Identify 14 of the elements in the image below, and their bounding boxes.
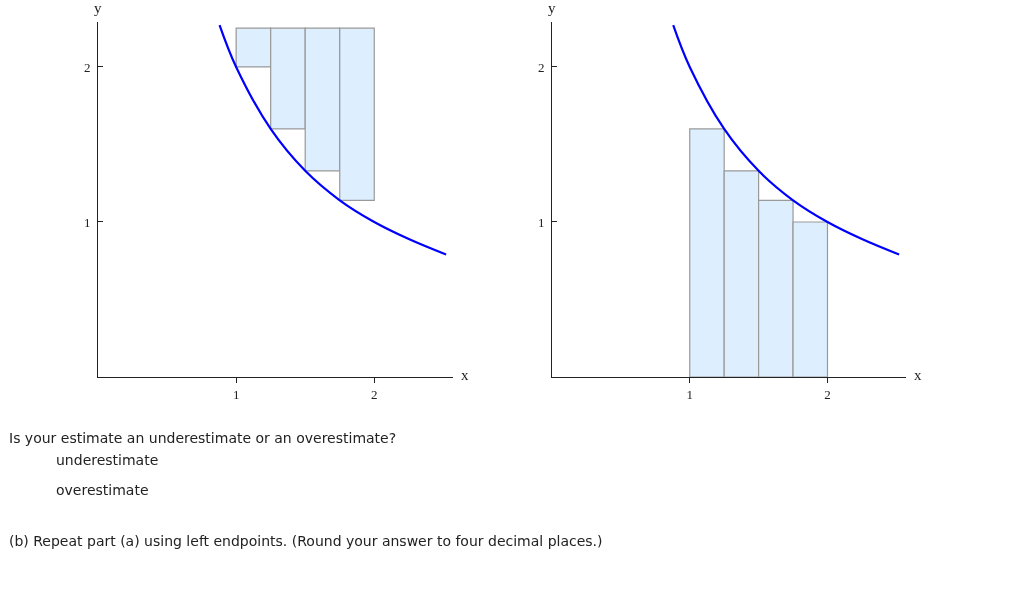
text: (b) Repeat part (a) using left endpoints. (Round your answer to four decimal places.) (9, 533, 603, 549)
x-axis-title: x (914, 367, 922, 383)
y-axis-title: y (94, 0, 102, 16)
x-tick-label: 2 (824, 386, 831, 402)
x-tick-label: 2 (371, 386, 378, 402)
x-tick-label: 1 (686, 386, 693, 402)
text: overestimate (56, 482, 149, 498)
line-series (218, 24, 448, 256)
x-tick-label: 1 (232, 386, 240, 402)
text: underestimate (56, 452, 159, 468)
y-axis-title: y (548, 0, 556, 16)
line-series (672, 24, 901, 256)
text: Is your estimate an underestimate or an overestimate? (9, 430, 397, 446)
x-axis-title: x (461, 367, 469, 383)
